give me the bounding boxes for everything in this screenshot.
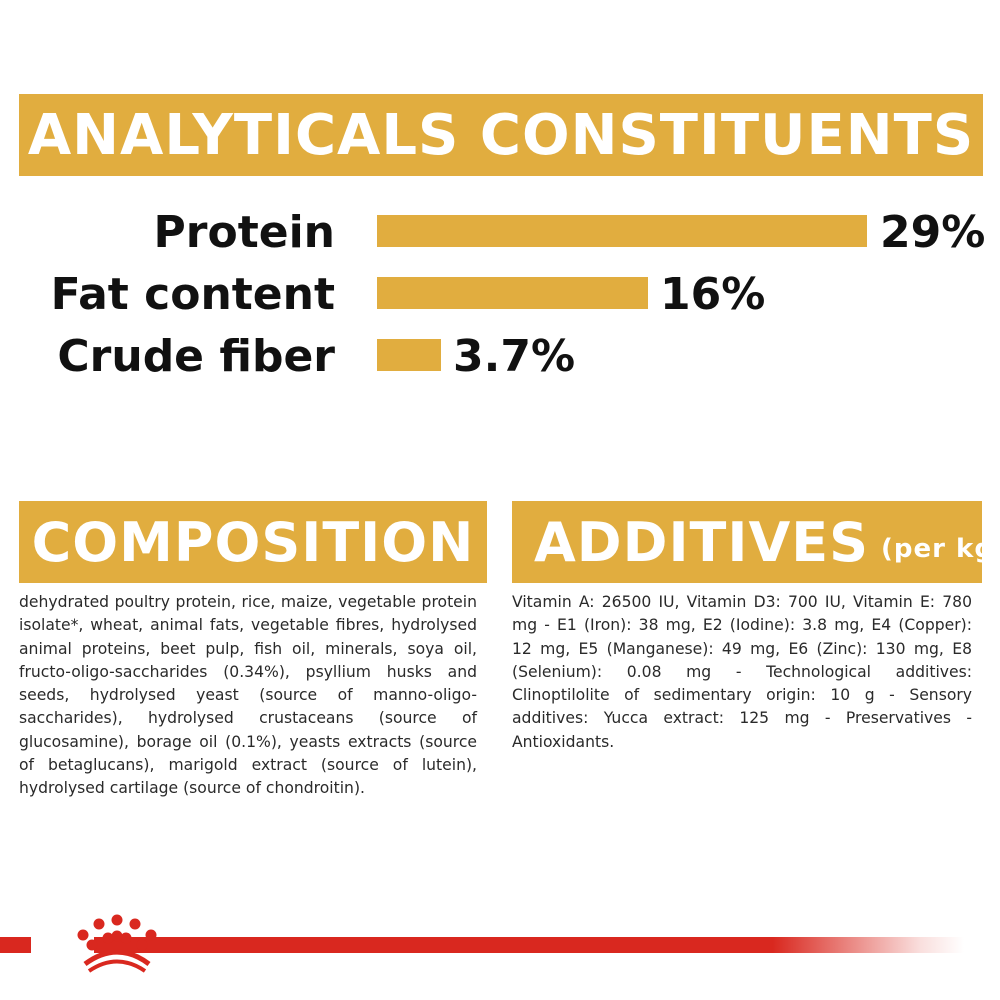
row-label: Crude fiber bbox=[57, 331, 335, 382]
bar-fat bbox=[377, 277, 648, 309]
row-value: 29% bbox=[880, 207, 986, 258]
bar-fiber bbox=[377, 339, 441, 371]
additives-subtitle: (per kg) bbox=[881, 534, 1000, 564]
row-value: 3.7% bbox=[453, 331, 576, 382]
footer-red-line-left bbox=[0, 937, 31, 953]
additives-title: ADDITIVES bbox=[534, 510, 870, 574]
analytical-constituents-banner: ANALYTICALS CONSTITUENTS bbox=[19, 94, 983, 176]
composition-text: dehydrated poultry protein, rice, maize,… bbox=[19, 593, 477, 798]
bar-protein bbox=[377, 215, 867, 247]
crown-logo-icon bbox=[77, 914, 157, 973]
row-label: Protein bbox=[153, 207, 335, 258]
additives-banner: ADDITIVES (per kg) bbox=[512, 501, 1000, 583]
chart-row-protein: Protein 29% bbox=[0, 207, 1000, 258]
composition-title: COMPOSITION bbox=[31, 510, 475, 574]
row-value: 16% bbox=[660, 269, 766, 320]
composition-banner: COMPOSITION bbox=[19, 501, 487, 583]
chart-row-fiber: Crude fiber 3.7% bbox=[0, 331, 1000, 382]
footer-red-line-right bbox=[94, 937, 964, 953]
chart-row-fat: Fat content 16% bbox=[0, 269, 1000, 320]
additives-text: Vitamin A: 26500 IU, Vitamin D3: 700 IU,… bbox=[512, 593, 972, 751]
banner-title: ANALYTICALS CONSTITUENTS bbox=[27, 102, 975, 168]
row-label: Fat content bbox=[50, 269, 335, 320]
